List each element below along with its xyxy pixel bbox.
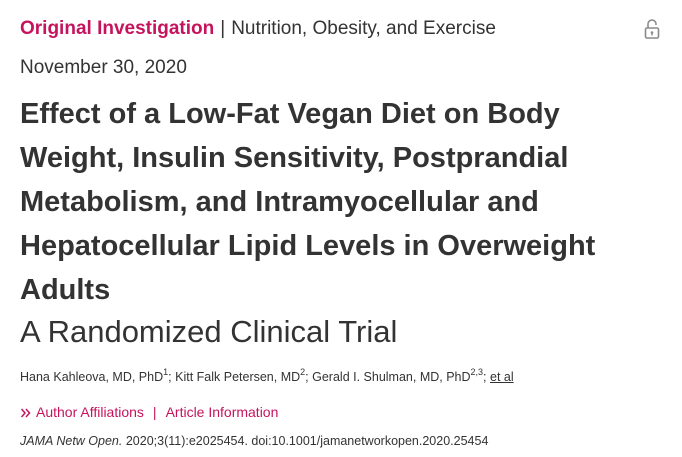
author-name[interactable]: Kitt Falk Petersen, MD	[175, 370, 301, 384]
double-chevron-right-icon[interactable]	[20, 406, 32, 418]
affiliation-marker: 2,3	[470, 366, 484, 377]
article-meta-row: Original Investigation | Nutrition, Obes…	[20, 16, 670, 42]
affiliation-marker: 2	[300, 366, 306, 377]
author-list: Hana Kahleova, MD, PhD1; Kitt Falk Peter…	[20, 366, 514, 384]
affiliation-marker: 1	[163, 366, 169, 377]
category-label[interactable]: Nutrition, Obesity, and Exercise	[231, 18, 496, 39]
article-links-row: Author Affiliations | Article Informatio…	[20, 404, 278, 420]
article-title: Effect of a Low-Fat Vegan Diet on Body W…	[20, 98, 596, 306]
article-information-link[interactable]: Article Information	[165, 404, 279, 420]
publication-date: November 30, 2020	[20, 57, 187, 78]
author-affiliations-link[interactable]: Author Affiliations	[36, 404, 144, 420]
author-name[interactable]: Hana Kahleova, MD, PhD	[20, 370, 164, 384]
citation-details: 2020;3(11):e2025454. doi:10.1001/jamanet…	[122, 434, 489, 448]
article-type-label[interactable]: Original Investigation	[20, 18, 215, 39]
links-divider: |	[152, 404, 157, 420]
author-separator: ;	[305, 370, 313, 384]
journal-abbreviation: JAMA Netw Open.	[20, 434, 123, 448]
citation-line: JAMA Netw Open. 2020;3(11):e2025454. doi…	[20, 434, 488, 448]
author-name[interactable]: Gerald I. Shulman, MD, PhD	[312, 370, 471, 384]
author-separator: ;	[483, 370, 490, 384]
unlocked-padlock-icon	[642, 18, 662, 40]
et-al-link[interactable]: et al	[490, 370, 514, 384]
author-separator: ;	[168, 370, 176, 384]
article-subtitle: A Randomized Clinical Trial	[20, 314, 398, 349]
meta-separator: |	[220, 18, 226, 39]
